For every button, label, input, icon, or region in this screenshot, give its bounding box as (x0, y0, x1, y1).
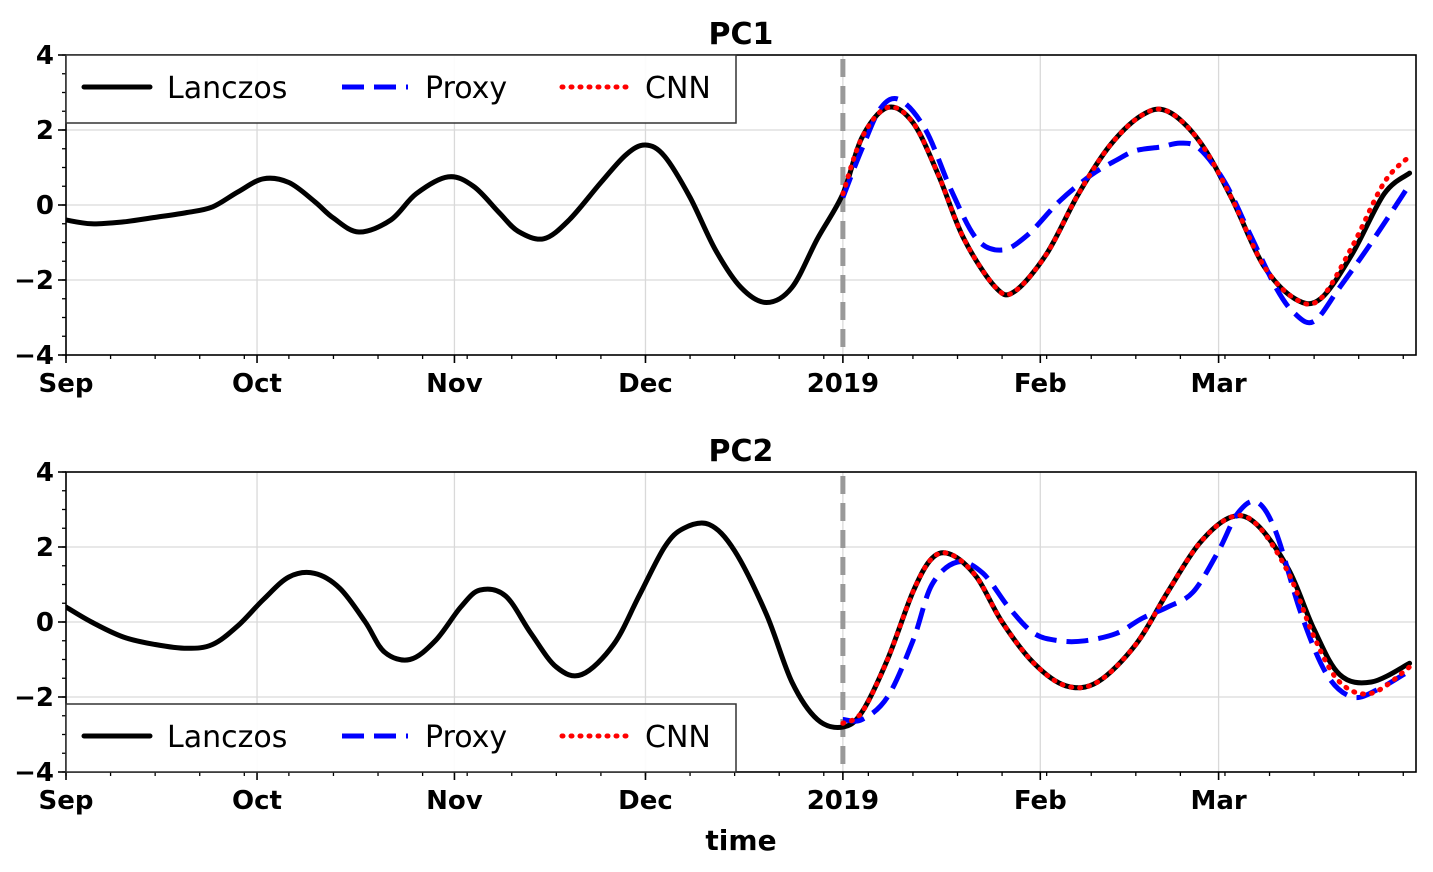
y-tick-label: 0 (36, 191, 54, 221)
x-tick-label: Mar (1190, 786, 1246, 816)
chart-panel-1: Sep Oct Nov Dec 2019 Feb Mar −4 −2 0 2 4 PC1 Lanczos P… (14, 17, 1417, 399)
x-tick-label: Dec (618, 369, 673, 399)
y-tick-label: −4 (14, 341, 54, 371)
y-tick-label: 2 (36, 533, 54, 563)
y-tick-label: −2 (14, 266, 54, 296)
x-tick-label: Sep (39, 369, 94, 399)
legend: Lanczos Proxy CNN (65, 703, 737, 773)
x-tick-label: Nov (426, 786, 483, 816)
legend-label-cnn: CNN (645, 71, 711, 106)
x-tick-label: Mar (1190, 369, 1246, 399)
x-tick-label: Oct (232, 786, 282, 816)
x-tick-label: Dec (618, 786, 673, 816)
series-group (66, 498, 1413, 730)
legend-label-proxy: Proxy (425, 720, 507, 755)
legend-label-lanczos: Lanczos (167, 720, 287, 755)
legend: Lanczos Proxy CNN (65, 54, 737, 124)
x-tick-label: 2019 (807, 786, 879, 816)
x-tick-label: Oct (232, 369, 282, 399)
x-axis-label: time (705, 824, 776, 857)
y-tick-label: 4 (36, 458, 54, 488)
series-line-proxy (842, 498, 1411, 724)
chart-title: PC1 (709, 17, 774, 52)
legend-label-cnn: CNN (645, 720, 711, 755)
x-tick-label: Nov (426, 369, 483, 399)
x-tick-label: Feb (1014, 369, 1067, 399)
x-tick-label: Sep (39, 786, 94, 816)
legend-label-proxy: Proxy (425, 71, 507, 106)
y-tick-label: 4 (36, 41, 54, 71)
y-tick-label: 0 (36, 608, 54, 638)
chart-panel-2: Sep Oct Nov Dec 2019 Feb Mar −4 −2 0 2 4 PC2 time Lanc… (14, 434, 1417, 857)
series-line-cnn (840, 513, 1413, 726)
x-tick-label: Feb (1014, 786, 1067, 816)
y-tick-label: −2 (14, 683, 54, 713)
chart-title: PC2 (709, 434, 774, 469)
series-line-proxy (840, 95, 1412, 326)
series-group (66, 95, 1413, 326)
legend-label-lanczos: Lanczos (167, 71, 287, 106)
y-tick-label: −4 (14, 758, 54, 788)
y-tick-label: 2 (36, 116, 54, 146)
x-tick-label: 2019 (807, 369, 879, 399)
series-line-cnn (840, 104, 1413, 307)
